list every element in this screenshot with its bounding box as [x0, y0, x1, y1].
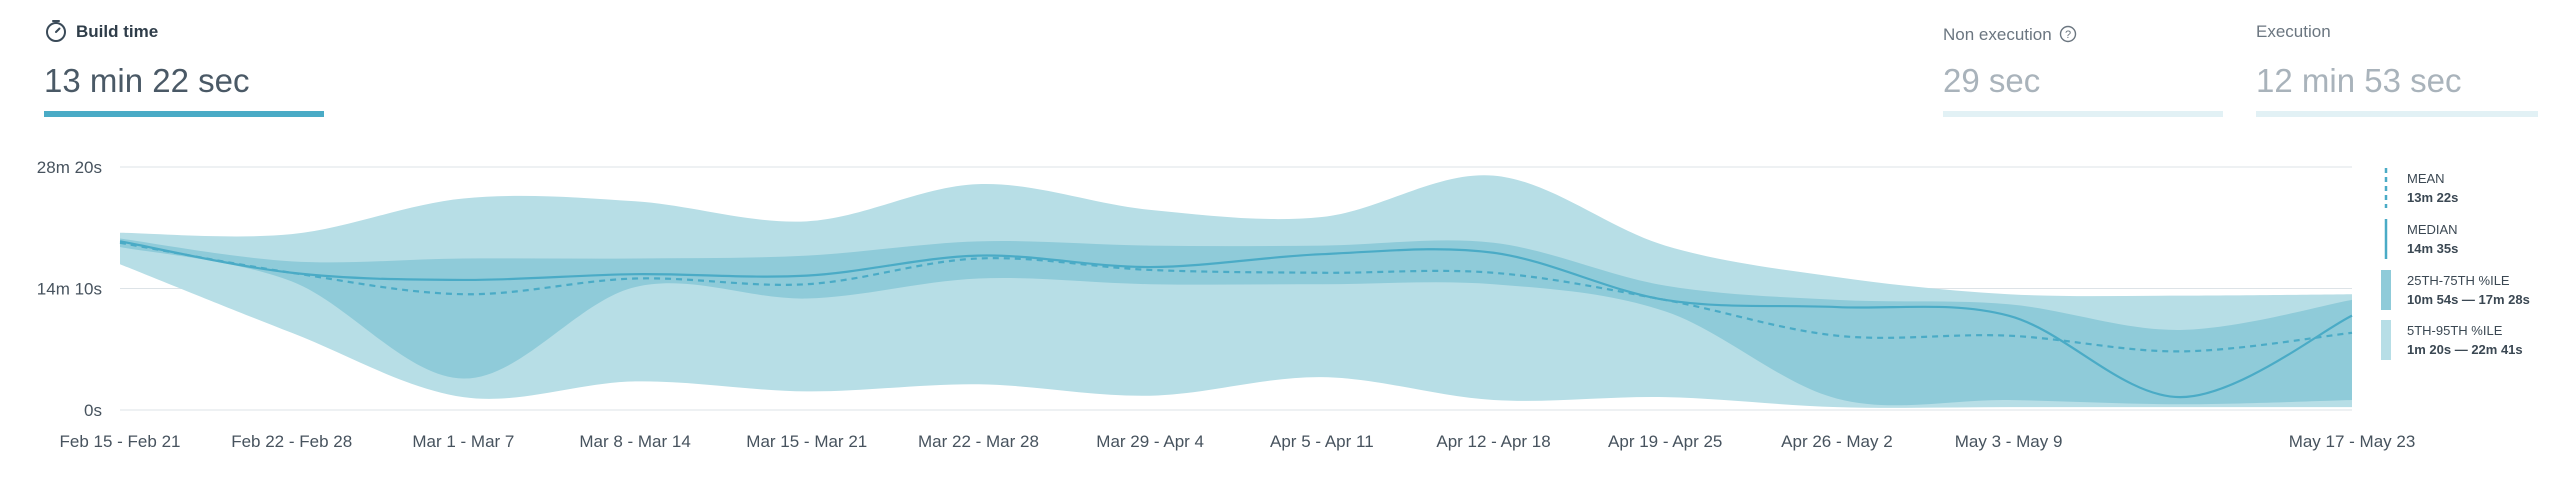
build-time-value: 13 min 22 sec: [44, 62, 250, 99]
help-circle-icon[interactable]: ?: [2059, 25, 2077, 43]
legend: MEAN 13m 22s MEDIAN 14m 35s 25TH-75TH %ILE 10…: [2381, 168, 2530, 360]
legend-series-value: 1m 20s — 22m 41s: [2407, 342, 2523, 357]
legend-series-name: 5TH-95TH %ILE: [2407, 323, 2503, 338]
execution-value: 12 min 53 sec: [2256, 62, 2462, 99]
y-tick-label: 28m 20s: [37, 158, 102, 177]
legend-item: 5TH-95TH %ILE 1m 20s — 22m 41s: [2381, 320, 2523, 360]
x-tick-label: Feb 15 - Feb 21: [60, 432, 181, 451]
x-tick-label: Mar 1 - Mar 7: [412, 432, 514, 451]
median-line: [119, 240, 2353, 399]
y-axis-ticks: 0s 14m 10s 28m 20s: [37, 158, 102, 420]
x-tick-label: Mar 22 - Mar 28: [918, 432, 1039, 451]
execution-indicator: [2256, 111, 2538, 117]
y-tick-label: 0s: [84, 401, 102, 420]
build-time-chart: 0s 14m 10s 28m 20s Feb 15 - Feb 21 Feb 22 -…: [37, 158, 2530, 451]
x-tick-label: Apr 12 - Apr 18: [1436, 432, 1550, 451]
non-execution-indicator: [1943, 111, 2223, 117]
y-tick-label: 14m 10s: [37, 280, 102, 299]
non-execution-label-group: Non execution ?: [1943, 22, 2077, 45]
legend-series-value: 10m 54s — 17m 28s: [2407, 292, 2530, 307]
band-layer: [120, 175, 2352, 408]
build-time-selected-indicator: [44, 111, 324, 117]
legend-series-name: MEAN: [2407, 171, 2445, 186]
svg-text:?: ?: [2065, 29, 2071, 41]
x-tick-label: Mar 29 - Apr 4: [1096, 432, 1204, 451]
line-layer: [119, 240, 2353, 399]
x-tick-label: Mar 8 - Mar 14: [579, 432, 690, 451]
build-time-label: Build time: [76, 22, 159, 41]
legend-item: 25TH-75TH %ILE 10m 54s — 17m 28s: [2381, 270, 2530, 310]
legend-series-name: 25TH-75TH %ILE: [2407, 273, 2510, 288]
mean-line: [119, 241, 2353, 353]
x-tick-label: Mar 15 - Mar 21: [746, 432, 867, 451]
x-tick-label: Apr 5 - Apr 11: [1270, 432, 1374, 451]
x-tick-label: May 3 - May 9: [1955, 432, 2063, 451]
x-axis-ticks: Feb 15 - Feb 21 Feb 22 - Feb 28 Mar 1 - Ma…: [60, 432, 2416, 451]
non-execution-value: 29 sec: [1943, 62, 2041, 99]
x-tick-label: Apr 19 - Apr 25: [1608, 432, 1722, 451]
x-tick-label: Feb 22 - Feb 28: [231, 432, 352, 451]
legend-swatch: [2381, 270, 2391, 310]
x-tick-label: May 17 - May 23: [2289, 432, 2416, 451]
stopwatch-icon: [46, 20, 66, 42]
x-tick-label: Apr 26 - May 2: [1781, 432, 1893, 451]
execution-label: Execution: [2256, 22, 2331, 41]
legend-series-value: 14m 35s: [2407, 241, 2458, 256]
non-execution-label: Non execution: [1943, 25, 2052, 44]
legend-series-name: MEDIAN: [2407, 222, 2458, 237]
legend-item: MEAN 13m 22s: [2384, 168, 2458, 208]
legend-item: MEDIAN 14m 35s: [2384, 219, 2458, 259]
legend-swatch: [2381, 320, 2391, 360]
legend-series-value: 13m 22s: [2407, 190, 2458, 205]
